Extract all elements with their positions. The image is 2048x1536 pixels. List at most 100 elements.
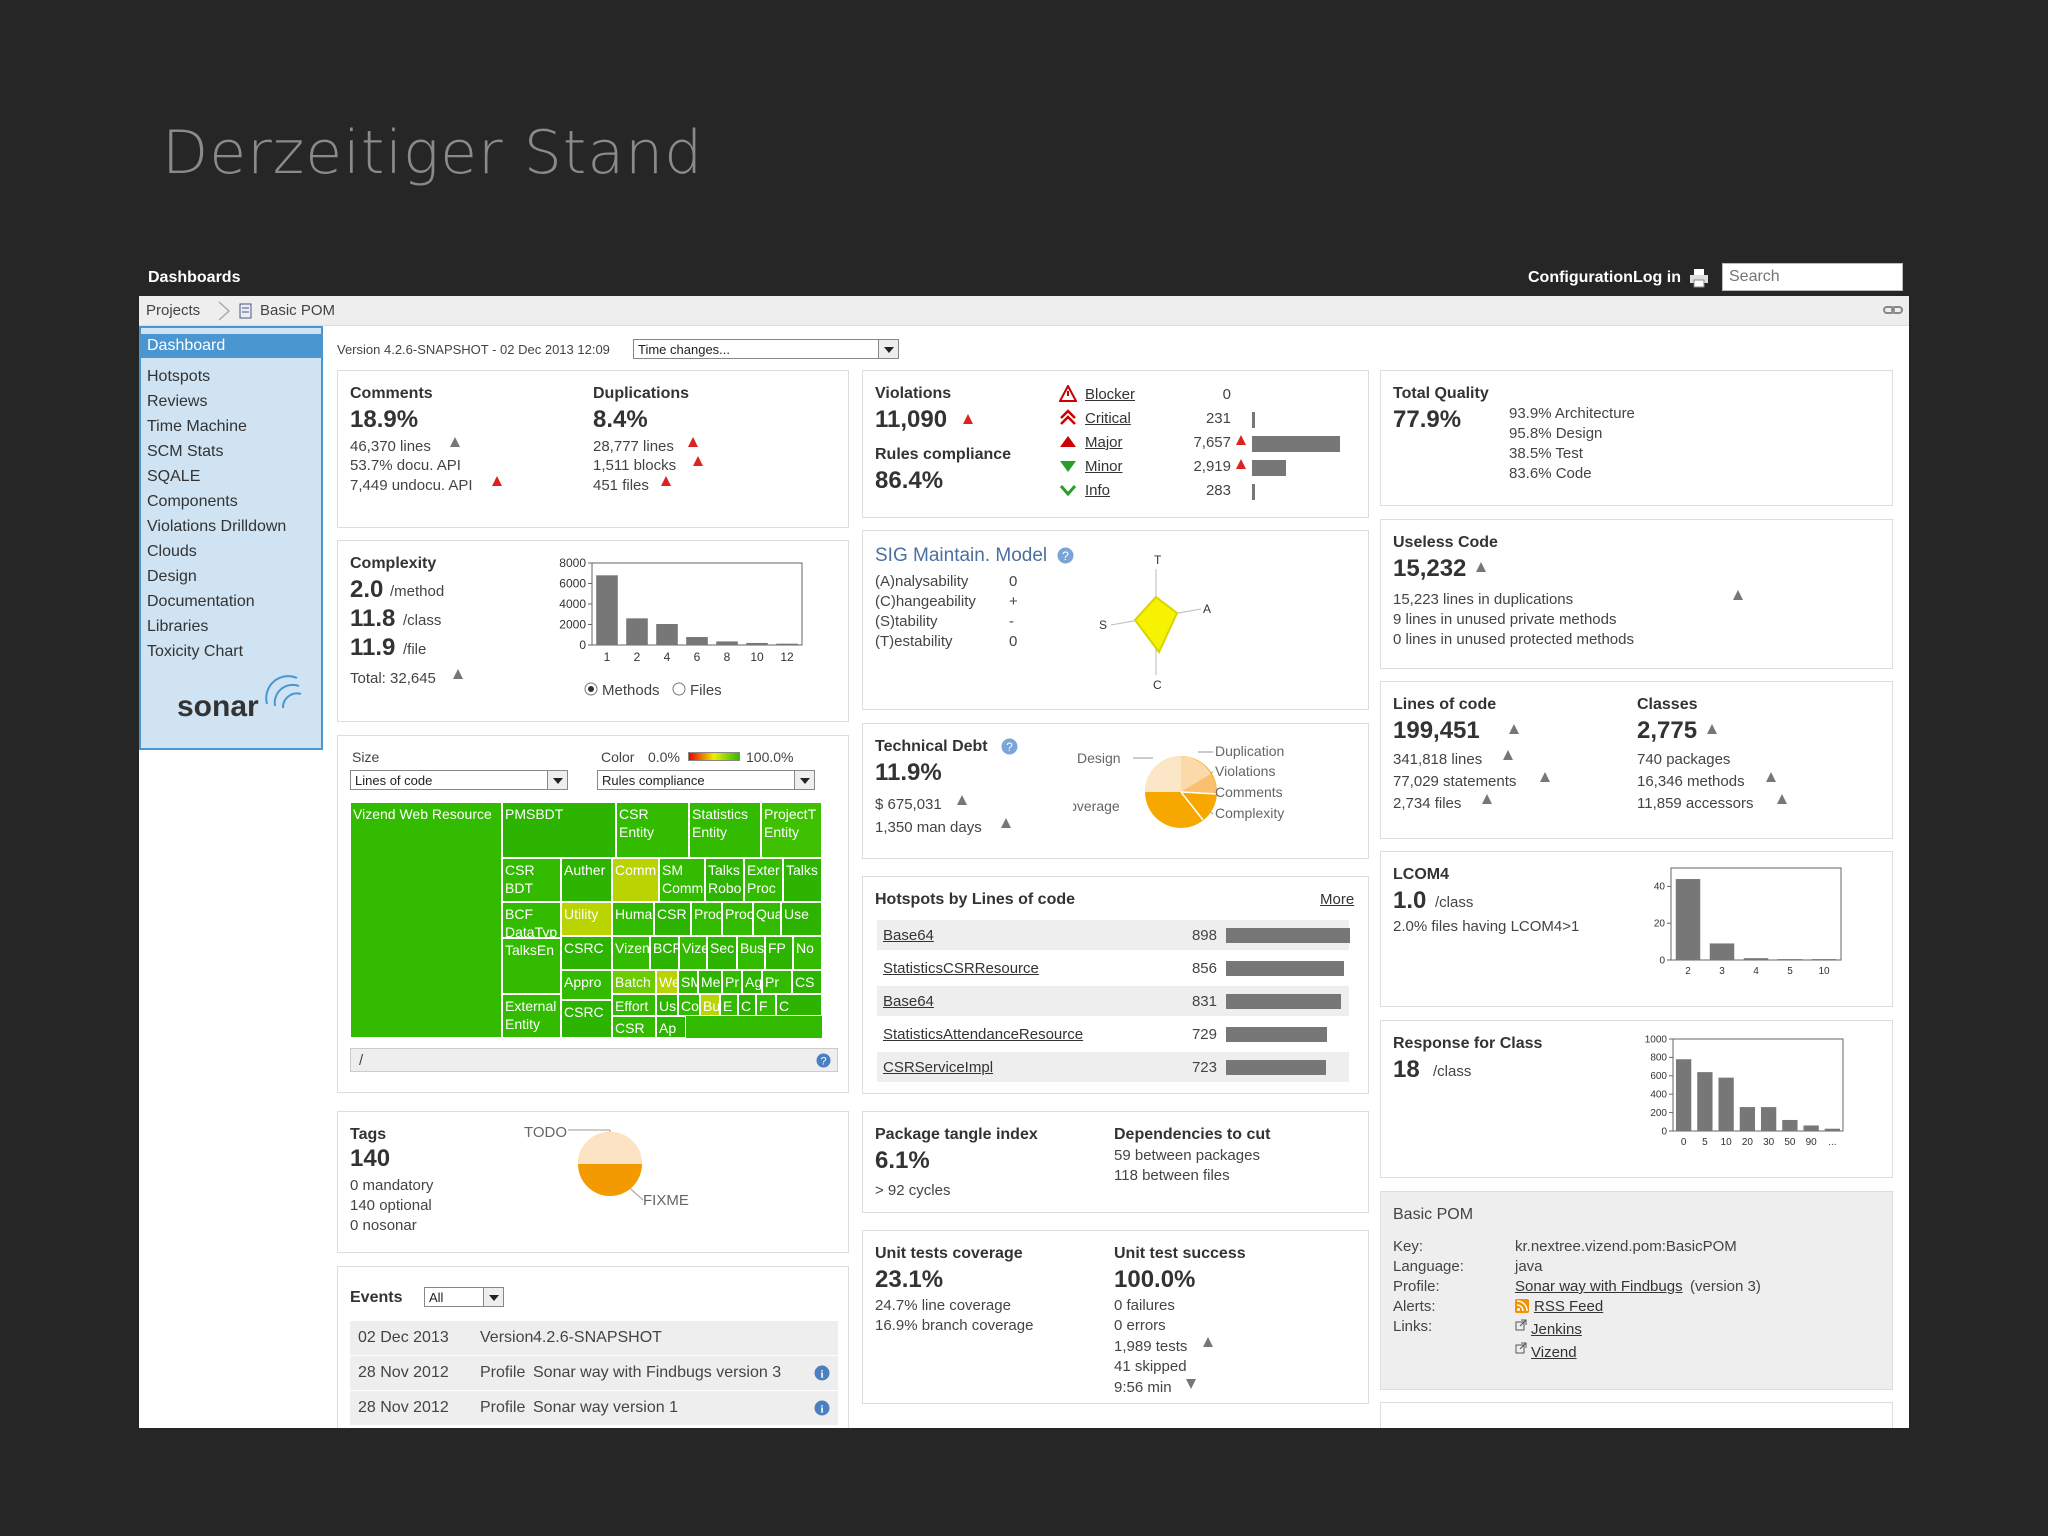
treemap-cell[interactable]: Huma xyxy=(612,902,654,936)
treemap-cell[interactable]: Ap xyxy=(656,1016,686,1038)
treemap-cell[interactable]: Use xyxy=(781,902,822,936)
treemap-cell[interactable]: CSRC xyxy=(561,1000,612,1038)
treemap-cell[interactable]: TalksEn xyxy=(502,938,561,994)
dashboards-link[interactable]: Dashboards xyxy=(148,269,241,286)
radio-files[interactable] xyxy=(672,682,686,696)
search-input[interactable] xyxy=(1722,263,1903,291)
treemap-path[interactable]: / xyxy=(359,1052,364,1069)
treemap-cell[interactable]: CSR xyxy=(654,902,691,936)
treemap-cell[interactable]: SM xyxy=(678,970,698,994)
treemap-cell[interactable]: Us xyxy=(656,994,678,1016)
event-row[interactable]: 02 Dec 2013 Version 4.2.6-SNAPSHOT xyxy=(350,1321,838,1355)
sidebar-item-libraries[interactable]: Libraries xyxy=(147,618,209,635)
hotspot-row[interactable]: Base64 898 xyxy=(877,920,1350,950)
severity-major[interactable]: Major xyxy=(1085,434,1123,451)
treemap-cell[interactable]: E xyxy=(720,994,738,1016)
treemap-cell[interactable]: External Entity xyxy=(502,994,561,1038)
hotspot-file[interactable]: StatisticsAttendanceResource xyxy=(883,1026,1084,1043)
treemap-cell[interactable]: Me xyxy=(698,970,722,994)
sidebar-item-violations-drilldown[interactable]: Violations Drilldown xyxy=(147,518,287,535)
treemap-cell[interactable]: Vizen xyxy=(612,936,650,970)
treemap-cell[interactable]: Sec xyxy=(707,936,737,970)
sidebar-item-design[interactable]: Design xyxy=(147,568,197,585)
hotspot-file[interactable]: StatisticsCSRResource xyxy=(883,960,1039,977)
treemap-cell[interactable]: CSR BDT xyxy=(502,858,561,902)
treemap-cell[interactable]: Bus xyxy=(737,936,765,970)
treemap-cell[interactable]: F xyxy=(756,994,776,1016)
time-changes-select[interactable]: Time changes... xyxy=(633,339,899,359)
treemap-cell[interactable]: Comm xyxy=(612,858,659,902)
treemap-cell[interactable]: Bu xyxy=(700,994,720,1016)
severity-minor[interactable]: Minor xyxy=(1085,458,1123,475)
treemap-cell[interactable]: Qua xyxy=(753,902,781,936)
treemap-cell[interactable]: We xyxy=(656,970,678,994)
sidebar-item-time-machine[interactable]: Time Machine xyxy=(147,418,247,435)
treemap-cell[interactable]: Talks xyxy=(783,858,822,902)
treemap-color-select[interactable]: Rules compliance xyxy=(597,770,815,790)
treemap-cell[interactable]: Talks Robo xyxy=(705,858,744,902)
radio-methods[interactable] xyxy=(584,682,598,696)
treemap-size-select[interactable]: Lines of code xyxy=(350,770,568,790)
hotspot-file[interactable]: Base64 xyxy=(883,993,934,1010)
treemap[interactable]: Vizend Web Resource PMSBDT CSR Entity Stati… xyxy=(350,802,822,1038)
hotspot-file[interactable]: Base64 xyxy=(883,927,934,944)
treemap-cell[interactable]: Ag xyxy=(742,970,762,994)
treemap-cell[interactable]: Pr xyxy=(722,970,742,994)
jenkins-link[interactable]: Jenkins xyxy=(1531,1321,1582,1338)
treemap-cell[interactable]: BCF xyxy=(650,936,679,970)
treemap-cell[interactable]: Auther xyxy=(561,858,612,902)
treemap-cell[interactable]: Appro xyxy=(561,970,612,1000)
sidebar-item-dashboard[interactable]: Dashboard xyxy=(141,334,321,358)
link-icon[interactable] xyxy=(1883,304,1903,316)
treemap-cell[interactable]: SM Comm xyxy=(659,858,705,902)
sidebar-item-hotspots[interactable]: Hotspots xyxy=(147,368,211,385)
help-icon[interactable]: ? xyxy=(816,1053,831,1068)
sidebar-item-clouds[interactable]: Clouds xyxy=(147,543,197,560)
treemap-cell[interactable]: Co xyxy=(678,994,700,1016)
treemap-cell[interactable]: Prod xyxy=(691,902,722,936)
treemap-cell[interactable]: FP xyxy=(765,936,793,970)
breadcrumb-project[interactable]: Basic POM xyxy=(260,302,336,319)
login-link[interactable]: Log in xyxy=(1633,269,1681,286)
sidebar-item-documentation[interactable]: Documentation xyxy=(147,593,255,610)
treemap-cell[interactable]: Utility xyxy=(561,902,612,936)
treemap-cell[interactable]: CSR xyxy=(612,1016,656,1038)
treemap-cell[interactable]: CS xyxy=(792,970,822,994)
treemap-cell[interactable]: Pr xyxy=(762,970,792,994)
hotspot-file[interactable]: CSRServiceImpl xyxy=(883,1059,994,1076)
event-row[interactable]: 28 Nov 2012 Profile Sonar way with Findb… xyxy=(350,1356,838,1390)
sidebar-item-reviews[interactable]: Reviews xyxy=(147,393,208,410)
hotspot-row[interactable]: CSRServiceImpl 723 xyxy=(877,1052,1349,1082)
treemap-cell[interactable]: Proc xyxy=(722,902,753,936)
sidebar-item-toxicity-chart[interactable]: Toxicity Chart xyxy=(147,643,244,660)
configuration-link[interactable]: Configuration xyxy=(1528,269,1633,286)
treemap-cell[interactable]: C xyxy=(776,994,822,1016)
treemap-cell[interactable]: CSRC xyxy=(561,936,612,970)
treemap-cell[interactable]: PMSBDT xyxy=(502,802,616,858)
treemap-cell[interactable]: CSR Entity xyxy=(616,802,689,858)
help-icon[interactable]: ? xyxy=(1001,738,1018,755)
sidebar-item-components[interactable]: Components xyxy=(147,493,238,510)
breadcrumb-projects[interactable]: Projects xyxy=(146,302,201,319)
hotspot-row[interactable]: Base64 831 xyxy=(877,986,1349,1016)
sidebar-item-sqale[interactable]: SQALE xyxy=(147,468,201,485)
info-icon[interactable]: i xyxy=(814,1400,830,1416)
hotspot-row[interactable]: StatisticsCSRResource 856 xyxy=(877,953,1349,983)
profile-link[interactable]: Sonar way with Findbugs xyxy=(1515,1278,1683,1295)
rss-feed-link[interactable]: RSS Feed xyxy=(1534,1298,1604,1315)
event-row[interactable]: 28 Nov 2012 Profile Sonar way version 1 … xyxy=(350,1391,838,1425)
treemap-cell[interactable]: Effort xyxy=(612,994,656,1016)
print-icon[interactable] xyxy=(1689,268,1709,288)
events-filter-select[interactable]: All xyxy=(424,1287,504,1307)
info-icon[interactable]: i xyxy=(814,1365,830,1381)
treemap-cell[interactable]: C xyxy=(738,994,756,1016)
vizend-link[interactable]: Vizend xyxy=(1531,1344,1577,1361)
treemap-cell[interactable]: Statistics Entity xyxy=(689,802,761,858)
treemap-cell[interactable]: ProjectT Entity xyxy=(761,802,822,858)
severity-critical[interactable]: Critical xyxy=(1085,410,1131,427)
hotspot-row[interactable]: StatisticsAttendanceResource 729 xyxy=(877,1019,1349,1049)
treemap-cell[interactable]: Vizend Web Resource xyxy=(350,802,502,1038)
help-icon[interactable]: ? xyxy=(1057,547,1074,564)
severity-info[interactable]: Info xyxy=(1085,482,1111,499)
sidebar-item-scm-stats[interactable]: SCM Stats xyxy=(147,443,224,460)
